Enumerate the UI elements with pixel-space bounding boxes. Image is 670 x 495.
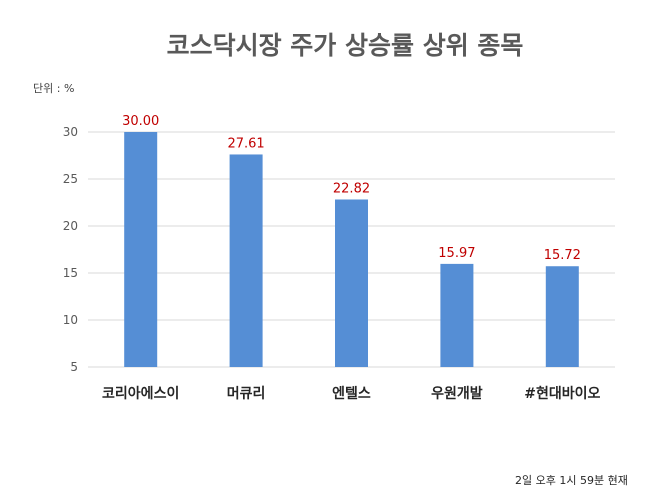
x-category-label: 엔텔스 xyxy=(332,385,371,402)
data-label: 22.82 xyxy=(333,181,370,196)
y-tick-label: 15 xyxy=(63,266,78,280)
y-tick-label: 20 xyxy=(63,219,78,233)
bar xyxy=(545,266,579,367)
bar xyxy=(335,199,368,367)
x-category-label: 코리아에스이 xyxy=(102,385,179,402)
data-label: 30.00 xyxy=(122,114,159,129)
data-label: 27.61 xyxy=(227,136,264,151)
bar xyxy=(124,132,158,367)
bar xyxy=(440,263,474,367)
unit-label: 단위 : % xyxy=(33,82,74,95)
y-tick-label: 30 xyxy=(63,125,78,139)
chart-title: 코스닥시장 주가 상승률 상위 종목 xyxy=(167,31,524,60)
data-label: 15.72 xyxy=(544,248,581,263)
x-category-label: 우원개발 xyxy=(431,385,483,402)
x-category-label: 머큐리 xyxy=(227,386,266,402)
y-tick-label: 10 xyxy=(63,313,78,327)
data-label: 15.97 xyxy=(438,246,475,261)
bar xyxy=(229,154,263,367)
y-tick-label: 5 xyxy=(70,360,78,374)
footnote: 2일 오후 1시 59분 현재 xyxy=(515,473,628,487)
y-tick-label: 25 xyxy=(63,172,78,186)
x-category-label: #현대바이오 xyxy=(524,385,600,402)
